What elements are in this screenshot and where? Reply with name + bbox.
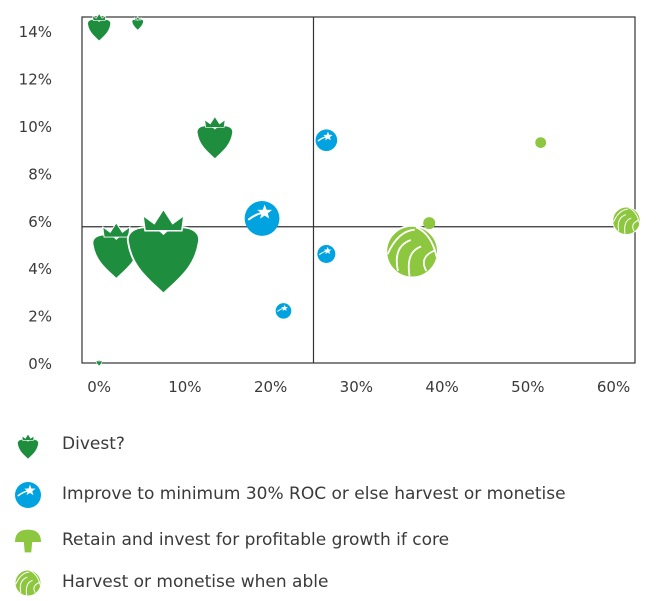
divest-bubble bbox=[127, 207, 200, 295]
x-tick-label: 20% bbox=[254, 378, 287, 396]
x-axis-ticks: 0% 10% 20% 30% 40% 50% 60% bbox=[87, 378, 630, 396]
improve-bubble bbox=[317, 244, 336, 263]
star-ball-icon bbox=[15, 482, 41, 508]
improve-bubble bbox=[315, 129, 338, 152]
y-tick-label: 12% bbox=[19, 71, 52, 89]
plot-area bbox=[81, 16, 636, 364]
bubbles bbox=[87, 13, 641, 367]
legend-item-retain: Retain and invest for profitable growth … bbox=[0, 524, 659, 558]
legend-item-improve: Improve to minimum 30% ROC or else harve… bbox=[0, 478, 659, 512]
retain-bubble bbox=[423, 217, 436, 230]
x-tick-label: 50% bbox=[511, 378, 544, 396]
legend-label-divest: Divest? bbox=[62, 434, 125, 454]
improve-bubble bbox=[275, 303, 292, 319]
y-tick-label: 10% bbox=[19, 118, 52, 136]
retain-bubble bbox=[535, 137, 547, 149]
x-tick-label: 40% bbox=[425, 378, 458, 396]
plot-border bbox=[81, 16, 636, 364]
cabbage-icon bbox=[14, 569, 42, 597]
x-tick-label: 30% bbox=[340, 378, 373, 396]
harvest-bubble bbox=[612, 206, 641, 236]
legend-label-improve: Improve to minimum 30% ROC or else harve… bbox=[62, 484, 566, 504]
y-tick-label: 6% bbox=[28, 213, 52, 231]
bubble-chart: 0% 2% 4% 6% 8% 10% 12% 14% 0% 10% 20% 30% 40% 50% 60% bbox=[19, 13, 641, 396]
y-tick-label: 14% bbox=[19, 23, 52, 41]
x-tick-label: 60% bbox=[597, 378, 630, 396]
y-tick-label: 4% bbox=[28, 260, 52, 278]
legend-item-divest: Divest? bbox=[0, 428, 659, 462]
radish-icon bbox=[17, 433, 39, 460]
divest-bubble bbox=[87, 13, 111, 42]
y-tick-label: 0% bbox=[28, 355, 52, 373]
quadrant-lines bbox=[82, 17, 635, 363]
harvest-bubble bbox=[385, 224, 439, 279]
divest-bubble bbox=[131, 15, 144, 31]
x-tick-label: 10% bbox=[168, 378, 201, 396]
x-tick-label: 0% bbox=[87, 378, 111, 396]
y-axis-ticks: 0% 2% 4% 6% 8% 10% 12% 14% bbox=[19, 23, 52, 373]
y-tick-label: 2% bbox=[28, 308, 52, 326]
mushroom-icon bbox=[15, 529, 41, 553]
improve-bubble bbox=[244, 201, 280, 236]
y-tick-label: 8% bbox=[28, 165, 52, 183]
legend-label-harvest: Harvest or monetise when able bbox=[62, 572, 329, 592]
legend-item-harvest: Harvest or monetise when able bbox=[0, 566, 659, 600]
divest-bubble bbox=[196, 116, 234, 160]
legend-label-retain: Retain and invest for profitable growth … bbox=[62, 530, 450, 550]
divest-bubble bbox=[95, 358, 103, 367]
